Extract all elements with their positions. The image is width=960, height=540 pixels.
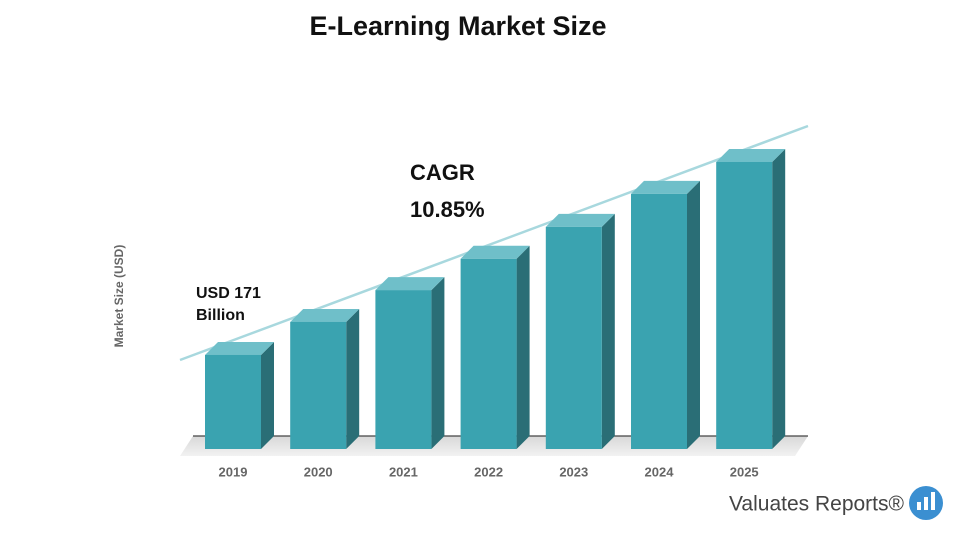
bar-front <box>290 321 347 449</box>
x-tick-label: 2022 <box>474 464 503 479</box>
x-tick-label: 2024 <box>645 464 675 479</box>
bar-side <box>601 213 615 449</box>
bar-side <box>516 245 530 449</box>
bar-side <box>687 180 700 449</box>
bar <box>375 277 445 449</box>
bar <box>631 180 700 449</box>
bar-front <box>631 193 687 449</box>
chart-title: E-Learning Market Size <box>309 11 606 41</box>
bar <box>545 213 615 449</box>
bar-side <box>772 149 786 449</box>
x-tick-label: 2023 <box>559 464 588 479</box>
bar-side <box>261 341 274 449</box>
x-tick-label: 2021 <box>389 464 418 479</box>
bar-front <box>716 162 773 449</box>
cagr-label: CAGR <box>410 160 475 185</box>
bar-top <box>545 213 615 227</box>
bar-front <box>205 354 261 449</box>
bar <box>716 149 786 449</box>
logo-text: Valuates Reports® <box>729 493 905 516</box>
bar-side <box>431 277 445 449</box>
y-axis-label: Market Size (USD) <box>112 245 126 348</box>
bar-side <box>346 308 360 449</box>
bar-front <box>375 290 432 449</box>
bar-top <box>205 341 274 355</box>
bar <box>460 245 530 449</box>
bar-top <box>716 149 786 162</box>
bar-top <box>631 180 700 194</box>
logo: Valuates Reports® <box>729 486 943 520</box>
value-label: USD 171 Billion <box>196 285 261 324</box>
x-tick-label: 2020 <box>304 464 333 479</box>
bar-front <box>460 258 517 449</box>
bar-top <box>290 308 360 322</box>
bar <box>205 341 274 449</box>
logo-icon-bar <box>931 492 935 510</box>
bar-front <box>545 226 602 449</box>
bar-top <box>375 277 445 291</box>
bar-top <box>460 245 530 259</box>
logo-icon-bar <box>924 497 928 510</box>
x-tick-label: 2019 <box>219 464 248 479</box>
logo-icon-bar <box>917 502 921 510</box>
x-tick-label: 2025 <box>730 464 759 479</box>
cagr-value: 10.85% <box>410 197 485 222</box>
bar <box>290 308 360 449</box>
trend-line <box>179 124 809 362</box>
